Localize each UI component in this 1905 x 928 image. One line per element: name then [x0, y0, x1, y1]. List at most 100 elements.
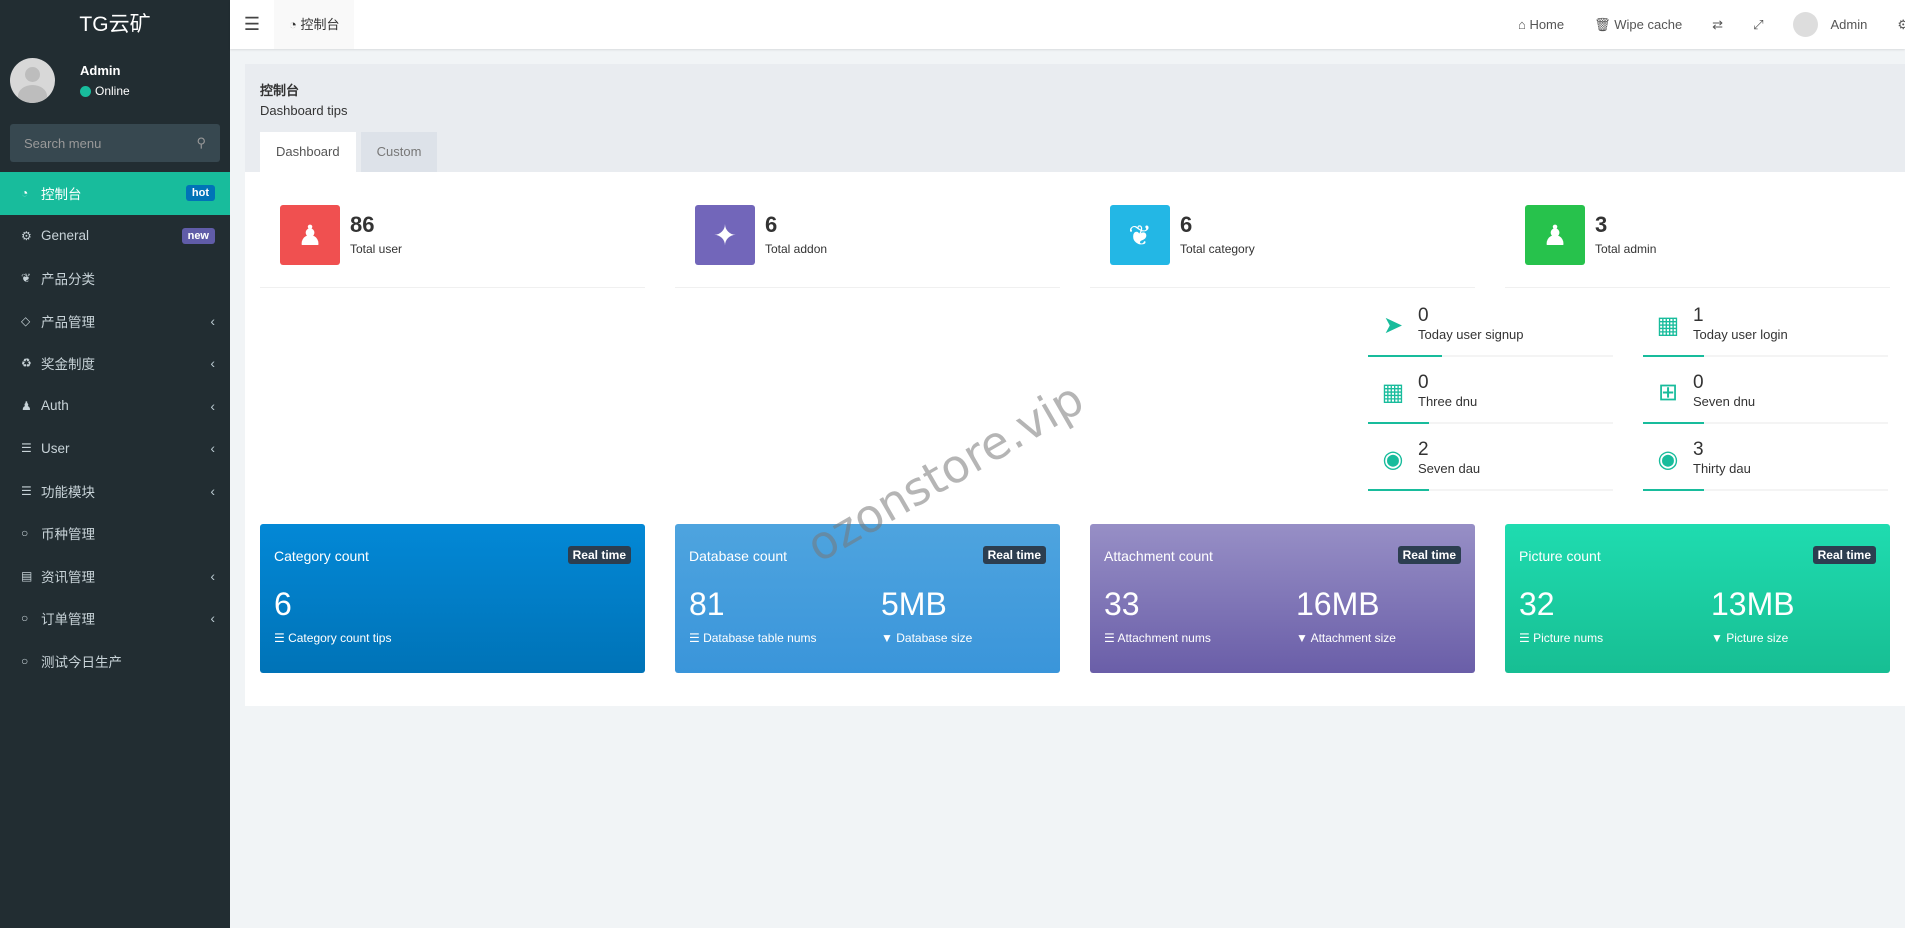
search-menu-input[interactable]: Search menu ⚲ — [10, 124, 220, 162]
page-tips: Dashboard tips — [260, 103, 348, 118]
logo[interactable]: TG云矿 — [79, 13, 151, 36]
card-title: Category count — [274, 548, 369, 564]
sidebar-item[interactable]: ○ 测试今日生产 — [0, 640, 230, 683]
chevron-left-icon: ‹ — [210, 482, 215, 499]
group-icon: ♟ — [21, 398, 32, 413]
menu-badge: new — [181, 227, 215, 244]
mini-progress-bar — [1368, 422, 1430, 424]
card-size-value: 13MB — [1711, 586, 1795, 622]
wipe-cache-button[interactable]: 🗑 Wipe cache — [1594, 16, 1683, 33]
settings-cogs-icon[interactable]: ⚙ — [1897, 16, 1905, 32]
vcard-icon: ▦ — [1656, 312, 1680, 339]
sidebar-item[interactable]: ❦ 产品分类 — [0, 257, 230, 300]
user-icon: ♟ — [1525, 205, 1585, 265]
fullscreen-icon[interactable]: ⤢ — [1753, 16, 1764, 32]
sidebar-item[interactable]: ○ 币种管理 — [0, 512, 230, 555]
sidebar-item-label: Auth — [41, 398, 69, 414]
magic-icon: ✦ — [695, 205, 755, 265]
mini-progress-bar — [1643, 355, 1705, 357]
sidebar-item[interactable]: ⚙ General new — [0, 215, 230, 258]
card-size-value: 16MB — [1296, 586, 1380, 622]
sidebar-item-label: User — [41, 440, 70, 456]
card-sub-label: ☰ Category count tips — [274, 631, 392, 645]
sidebar-item[interactable]: ♻ 奖金制度 ‹ — [0, 342, 230, 385]
mini-stat: ⊞ 0 Seven dnu — [1643, 372, 1888, 424]
sidebar-item-label: 测试今日生产 — [41, 654, 122, 670]
diamond-icon: ◇ — [21, 313, 31, 328]
circle-icon: ○ — [21, 653, 29, 668]
chevron-left-icon: ‹ — [210, 312, 215, 329]
menu-toggle-icon[interactable]: ☰ — [243, 14, 261, 34]
filter-icon: ▼ — [1296, 631, 1308, 645]
chevron-left-icon: ‹ — [210, 397, 215, 414]
mini-stat: ▦ 1 Today user login — [1643, 305, 1888, 357]
mini-stat: ▦ 0 Three dnu — [1368, 372, 1613, 424]
stat-box: ❦ 6 Total category — [1090, 205, 1475, 288]
leaf-icon: ❦ — [1110, 205, 1170, 265]
sidebar-item[interactable]: ☰ 功能模块 ‹ — [0, 470, 230, 513]
filter-icon: ▼ — [881, 631, 893, 645]
card-title: Database count — [689, 548, 788, 564]
card-value: 81 — [689, 586, 725, 622]
user-panel: Admin Online — [10, 58, 130, 103]
sidebar-item[interactable]: ○ 订单管理 ‹ — [0, 597, 230, 640]
sidebar-item-label: 产品管理 — [41, 314, 95, 330]
mini-progress-bar — [1368, 355, 1442, 357]
mini-stat: ◉ 3 Thirty dau — [1643, 439, 1888, 491]
sidebar-item-label: 币种管理 — [41, 527, 95, 543]
mini-stat: ◉ 2 Seven dau — [1368, 439, 1613, 491]
sidebar-item[interactable]: ☰ User ‹ — [0, 427, 230, 470]
sidebar-item-label: General — [41, 228, 90, 244]
mini-stat-label: Thirty dau — [1693, 461, 1751, 476]
user-name: Admin — [80, 63, 121, 78]
user-status: Online — [95, 84, 130, 98]
sidebar: TG云矿 Admin Online Search menu ⚲ ◔ 控制台 hot ⚙… — [0, 0, 230, 928]
sidebar-item-label: 产品分类 — [41, 272, 95, 288]
chevron-left-icon: ‹ — [210, 567, 215, 584]
recycle-icon: ♻ — [21, 356, 32, 371]
circle-icon: ○ — [21, 611, 29, 626]
users-icon: ♟ — [280, 205, 340, 265]
count-card: Category count Real time 6 ☰ Category cou… — [260, 524, 645, 673]
card-value: 6 — [274, 586, 292, 622]
real-time-badge: Real time — [567, 546, 631, 564]
admin-menu[interactable]: Admin — [1793, 12, 1867, 37]
stat-value: 6 — [1180, 212, 1193, 237]
card-sub-label: ☰ Picture nums — [1519, 631, 1604, 645]
tab-dashboard[interactable]: ◔ 控制台 — [274, 0, 355, 49]
sidebar-item[interactable]: ▤ 资讯管理 ‹ — [0, 555, 230, 598]
count-card: Attachment count Real time 33 ☰ Attachmen… — [1090, 524, 1475, 673]
sidebar-item-label: 订单管理 — [41, 612, 95, 628]
sidebar-item[interactable]: ♟ Auth ‹ — [0, 385, 230, 428]
dashboard-panel: 控制台 Dashboard tips Dashboard Custom ♟ 86 T… — [245, 64, 1905, 706]
stat-label: Total category — [1180, 242, 1255, 256]
card-title: Picture count — [1519, 548, 1601, 564]
tab-custom[interactable]: Custom — [360, 132, 438, 172]
search-icon[interactable]: ⚲ — [196, 135, 206, 150]
menu-badge: hot — [185, 185, 215, 202]
header-avatar — [1793, 12, 1819, 37]
filter-icon: ▼ — [1711, 631, 1723, 645]
count-card: Database count Real time 81 ☰ Database ta… — [675, 524, 1060, 673]
card-sub-label: ☰ Database table nums — [689, 631, 817, 645]
newspaper-icon: ▤ — [21, 568, 33, 583]
mini-stat-label: Today user login — [1693, 327, 1788, 342]
card-size-label: ▼ Picture size — [1711, 631, 1789, 645]
cogs-icon: ⚙ — [21, 228, 32, 243]
real-time-badge: Real time — [1397, 546, 1461, 564]
sidebar-item[interactable]: ◔ 控制台 hot — [0, 172, 230, 215]
sidebar-item-label: 功能模块 — [41, 484, 95, 500]
home-link[interactable]: ⌂ Home — [1517, 17, 1565, 32]
mini-stat-label: Today user signup — [1418, 327, 1524, 342]
real-time-badge: Real time — [982, 546, 1046, 564]
translate-icon[interactable]: ⇄ — [1712, 16, 1724, 32]
rocket-icon: ➤ — [1382, 312, 1404, 339]
sidebar-item-label: 资讯管理 — [41, 569, 95, 585]
stat-box: ♟ 86 Total user — [260, 205, 645, 288]
sidebar-item[interactable]: ◇ 产品管理 ‹ — [0, 300, 230, 343]
mini-progress-bar — [1643, 489, 1705, 491]
mini-stat-value: 0 — [1693, 372, 1704, 393]
stat-label: Total user — [350, 242, 403, 256]
tab-dashboard-content[interactable]: Dashboard — [260, 132, 356, 172]
mini-progress-bar — [1368, 489, 1430, 491]
